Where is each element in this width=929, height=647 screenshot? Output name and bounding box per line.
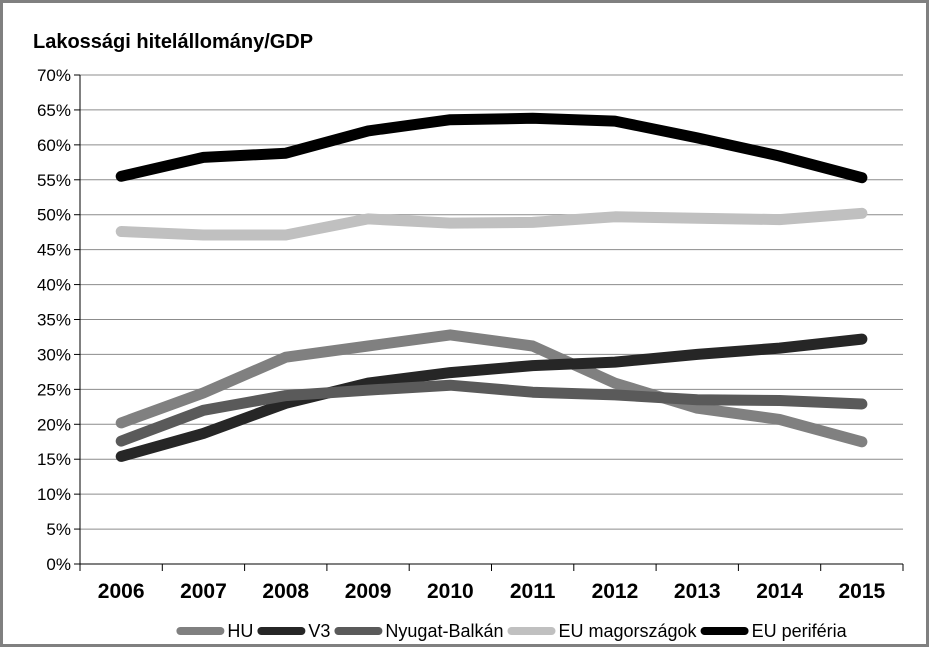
series-line-nyugat-balk-n bbox=[115, 379, 868, 447]
y-tick-label: 35% bbox=[37, 311, 71, 330]
legend-label-eu-magorsz-gok: EU magországok bbox=[559, 621, 698, 641]
series-line-v3 bbox=[115, 333, 868, 462]
y-tick-label: 45% bbox=[37, 241, 71, 260]
legend-label-nyugat-balk-n: Nyugat-Balkán bbox=[385, 621, 503, 641]
y-tick-label: 10% bbox=[37, 485, 71, 504]
y-tick-label: 30% bbox=[37, 345, 71, 364]
y-tick-label: 55% bbox=[37, 171, 71, 190]
x-tick-label: 2010 bbox=[427, 580, 474, 603]
x-tick-label: 2013 bbox=[674, 580, 721, 603]
y-tick-label: 65% bbox=[37, 101, 71, 120]
y-tick-label: 60% bbox=[37, 136, 71, 155]
x-tick-label: 2011 bbox=[510, 580, 556, 603]
y-tick-label: 40% bbox=[37, 276, 71, 295]
legend-label-v3: V3 bbox=[308, 621, 330, 641]
x-tick-label: 2006 bbox=[98, 580, 145, 603]
y-tick-label: 0% bbox=[46, 555, 71, 574]
y-tick-label: 25% bbox=[37, 380, 71, 399]
y-tick-label: 70% bbox=[37, 66, 71, 85]
legend: HU V3 Nyugat-Balkán EU magországok EU perifé… bbox=[176, 621, 848, 641]
legend-label-eu-perif-ria: EU periféria bbox=[752, 621, 848, 641]
x-tick-label: 2008 bbox=[262, 580, 309, 603]
x-tick-label: 2014 bbox=[756, 580, 803, 603]
series-lines bbox=[115, 112, 868, 462]
x-tick-label: 2007 bbox=[180, 580, 227, 603]
gridlines bbox=[80, 74, 903, 530]
y-tick-label: 15% bbox=[37, 450, 71, 469]
series-line-eu-magorsz-gok bbox=[115, 207, 868, 241]
y-tick-label: 20% bbox=[37, 415, 71, 434]
x-tick-label: 2012 bbox=[592, 580, 639, 603]
x-tick-label: 2015 bbox=[838, 580, 885, 603]
x-tick-label: 2009 bbox=[345, 580, 392, 603]
axes: 0% 5% 10% 15% 20% 25% 30% 35% 40% 45% 50% 55% 60% 65%… bbox=[37, 66, 904, 603]
series-line-eu-perif-ria bbox=[115, 112, 868, 184]
legend-label-hu: HU bbox=[227, 621, 253, 641]
y-tick-label: 50% bbox=[37, 206, 71, 225]
series-line-hu bbox=[115, 329, 868, 448]
y-tick-label: 5% bbox=[46, 520, 71, 539]
chart-title: Lakossági hitelállomány/GDP bbox=[33, 31, 314, 53]
